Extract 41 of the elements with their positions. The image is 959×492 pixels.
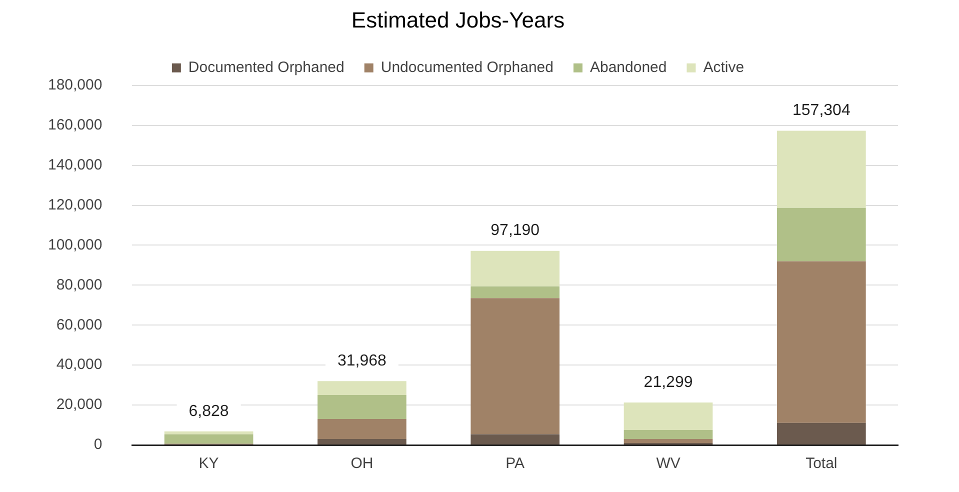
bar	[777, 208, 866, 262]
legend-label: Undocumented Orphaned	[380, 59, 554, 76]
x-tick-label: OH	[350, 455, 374, 472]
bar	[318, 419, 406, 440]
x-tick-label: KY	[198, 455, 219, 472]
bar	[777, 130, 866, 208]
y-tick-label: 20,000	[56, 396, 102, 414]
y-tick-label: 60,000	[56, 316, 102, 334]
total-label: 21,299	[644, 374, 693, 391]
bar	[624, 430, 713, 440]
bar	[470, 434, 560, 444]
y-tick-label: 0	[94, 436, 102, 454]
bar	[164, 434, 254, 444]
total-label: 157,304	[792, 102, 850, 120]
y-tick-label: 120,000	[48, 196, 102, 214]
x-tick-label: WV	[656, 455, 680, 472]
legend-label: Documented Orphaned	[188, 59, 344, 76]
legend-label: Abandoned	[590, 59, 667, 76]
total-label: 6,828	[188, 402, 229, 420]
bar	[777, 261, 866, 423]
legend-label: Active	[703, 59, 744, 76]
chart-title: Estimated Jobs-Years	[351, 7, 565, 32]
y-tick-label: 100,000	[48, 236, 102, 254]
bar	[470, 298, 560, 434]
bar	[470, 286, 560, 298]
bar	[624, 439, 713, 443]
bar	[470, 250, 560, 286]
bar	[318, 395, 406, 420]
x-tick-label: Total	[806, 455, 838, 472]
x-tick-label: PA	[506, 455, 525, 472]
bar	[318, 381, 406, 396]
y-tick-label: 40,000	[56, 356, 102, 374]
y-tick-label: 180,000	[48, 76, 102, 94]
total-label: 97,190	[490, 222, 540, 240]
y-tick-label: 140,000	[48, 156, 102, 174]
y-tick-label: 160,000	[48, 116, 102, 134]
total-label: 31,968	[337, 352, 387, 370]
bar	[318, 439, 406, 444]
bar	[624, 402, 713, 430]
y-tick-label: 80,000	[56, 276, 102, 294]
bar	[777, 422, 866, 444]
